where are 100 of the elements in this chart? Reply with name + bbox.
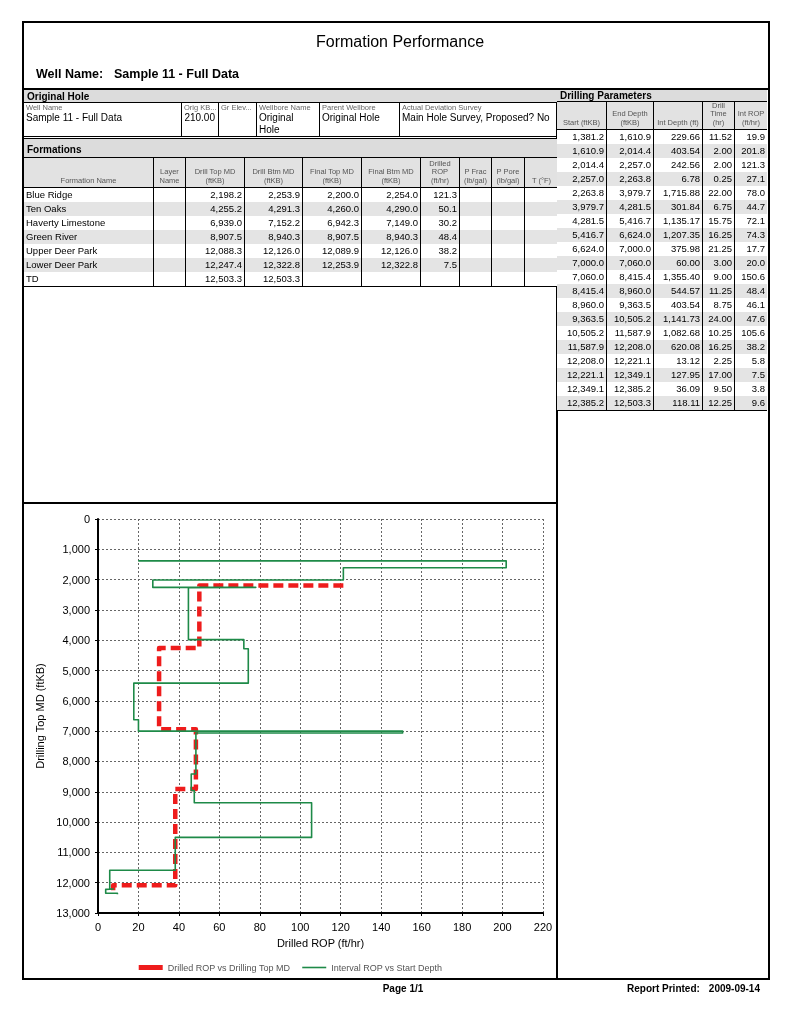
text: 13.12 (676, 355, 700, 366)
text: 11.25 (708, 285, 732, 296)
text: 27.1 (746, 173, 765, 184)
text: Green River (26, 231, 78, 242)
y-tick-label: 3,000 (62, 603, 90, 616)
legend-label: Drilled ROP vs Drilling Top MD (167, 962, 291, 973)
text: 7,000.0 (619, 243, 651, 254)
text: 12,221.1 (567, 369, 604, 380)
x-tick-label: 140 (372, 920, 391, 933)
text: 21.25 (708, 243, 732, 254)
text: 9.50 (713, 383, 732, 394)
text: Main Hole Survey, Proposed? No (402, 112, 550, 123)
text: 2,263.8 (619, 173, 651, 184)
text: 6,942.3 (327, 217, 359, 228)
text: 12.25 (708, 397, 732, 408)
text: 1,610.9 (619, 131, 651, 142)
text: 8,940.3 (268, 231, 300, 242)
text: 544.57 (670, 285, 700, 296)
text: 2,014.4 (572, 159, 604, 170)
text: 7.5 (443, 259, 457, 270)
text: 12,126.0 (381, 245, 418, 256)
text: 6.78 (681, 173, 700, 184)
y-tick-label: 0 (83, 513, 90, 525)
text: 8,907.5 (210, 231, 242, 242)
text: 12,349.1 (567, 383, 604, 394)
text: 229.66 (670, 131, 700, 142)
text: 36.09 (676, 383, 700, 394)
text: 5.8 (751, 355, 765, 366)
text: 12,322.8 (381, 259, 418, 270)
text: Ten Oaks (26, 203, 67, 214)
x-tick-label: 80 (253, 920, 266, 933)
y-tick-label: 5,000 (62, 664, 90, 677)
text: 20.0 (746, 257, 765, 268)
text: Original Hole (259, 112, 294, 135)
text: 44.7 (746, 201, 765, 212)
text: 12,322.8 (263, 259, 300, 270)
text: 24.00 (708, 313, 732, 324)
text: 2,253.9 (268, 189, 300, 200)
text: 72.1 (746, 215, 765, 226)
text: 6.75 (713, 201, 732, 212)
text: 403.54 (670, 145, 700, 156)
text: Sample 11 - Full Data (114, 67, 240, 81)
text: 12,126.0 (263, 245, 300, 256)
text: Sample 11 - Full Data (26, 112, 122, 123)
text: 2,263.8 (572, 187, 604, 198)
text: Upper Deer Park (26, 245, 98, 256)
text: 50.1 (438, 203, 457, 214)
x-tick-label: 20 (132, 920, 145, 933)
text: 12,385.2 (614, 383, 651, 394)
text: 74.3 (746, 229, 765, 240)
text: 8,960.0 (619, 285, 651, 296)
text: 2009-09-14 (708, 983, 760, 994)
text: 12,088.3 (205, 245, 242, 256)
y-tick-label: 4,000 (62, 634, 90, 647)
text: 11,587.9 (614, 327, 651, 338)
y-tick-label: 9,000 (62, 785, 90, 798)
y-tick-label: 2,000 (62, 573, 90, 586)
text: 9,363.5 (619, 299, 651, 310)
text: 1,141.73 (663, 313, 700, 324)
text: 1,610.9 (572, 145, 604, 156)
text: 2.25 (713, 355, 732, 366)
text: 1,715.88 (663, 187, 700, 198)
text: 10,505.2 (567, 327, 604, 338)
text: 1,381.2 (572, 131, 604, 142)
text: 7,152.2 (268, 217, 300, 228)
text: 12,221.1 (614, 355, 651, 366)
text: 2.00 (713, 159, 732, 170)
text: 0.25 (713, 173, 732, 184)
text: 375.98 (670, 243, 700, 254)
text: 12,089.9 (322, 245, 359, 256)
text: 8,960.0 (572, 299, 604, 310)
x-tick-label: 60 (213, 920, 226, 933)
y-tick-label: 6,000 (62, 694, 90, 707)
text: 2,200.0 (327, 189, 359, 200)
x-tick-label: 180 (452, 920, 472, 933)
text: 11.52 (708, 131, 732, 142)
text: 38.2 (746, 341, 765, 352)
text: 16.25 (708, 229, 732, 240)
y-tick-label: 11,000 (57, 846, 90, 859)
text: Original Hole (322, 112, 380, 123)
text: 127.95 (670, 369, 700, 380)
text: Blue Ridge (26, 189, 73, 200)
text: Haverty Limestone (26, 217, 106, 228)
text: 19.9 (746, 131, 765, 142)
text: 12,208.0 (567, 355, 604, 366)
text: 5,416.7 (619, 215, 651, 226)
text: 16.25 (708, 341, 732, 352)
y-tick-label: 1,000 (62, 543, 90, 556)
text: 301.84 (670, 201, 700, 212)
text: 3.8 (751, 383, 765, 394)
text: 7,149.0 (386, 217, 418, 228)
text: 12,385.2 (567, 397, 604, 408)
text: Well Name: (36, 67, 104, 81)
x-tick-label: 220 (533, 920, 553, 933)
text: 30.2 (438, 217, 457, 228)
text: 4,255.2 (210, 203, 242, 214)
text: 5,416.7 (572, 229, 604, 240)
text: 46.1 (746, 299, 765, 310)
text: 2,014.4 (619, 145, 651, 156)
text: 8,940.3 (386, 231, 418, 242)
